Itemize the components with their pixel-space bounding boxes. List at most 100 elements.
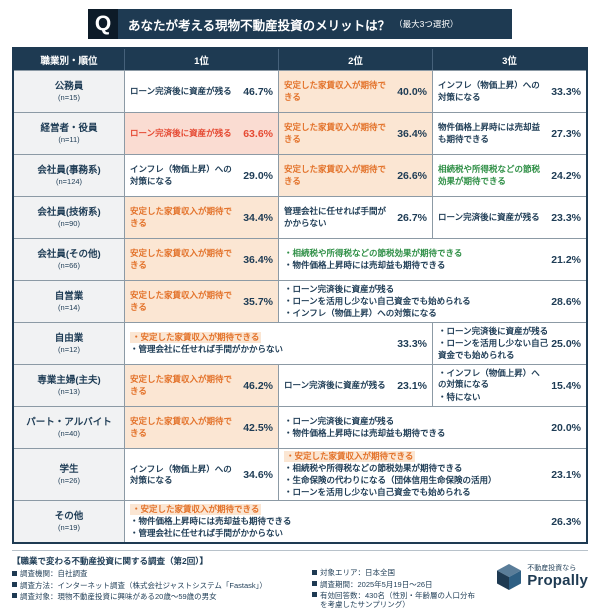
survey-meta-right-items: 対象エリア：日本全国 調査期間：2025年5月19日～26日 有効回答数：430名（…	[312, 555, 480, 610]
merit-item: ・物件価格上昇時には売却益も期待できる	[130, 516, 292, 527]
occupation-label: 自由業 (n=12)	[14, 323, 124, 364]
merit-items: 安定した家賃収入が期待できる	[130, 248, 240, 270]
merit-items: 安定した家賃収入が期待できる	[130, 206, 240, 228]
merit-item: ・特にない	[438, 391, 481, 402]
merit-items: ・安定した家賃収入が期待できる ・管理会社に任せれば手間がかからない	[130, 331, 394, 355]
results-table: 職業別・順位 1位 2位 3位 公務員 (n=15) ローン完済後に資産が残る 46.7% 安定…	[12, 47, 588, 545]
table-row: 専業主婦(主夫) (n=13) 安定した家賃収入が期待できる 46.2% ローン完済後に…	[14, 364, 586, 406]
square-bullet-icon	[12, 582, 17, 588]
rank-cell: ・安定した家賃収入が期待できる ・相続税や所得税などの節税効果が期待できる ・生命保…	[278, 449, 586, 501]
occupation-name: 経営者・役員	[40, 123, 98, 135]
rank-cell: 物件価格上昇時には売却益も期待できる 27.3%	[432, 113, 586, 154]
table-row: 学生 (n=26) インフレ（物価上昇）への対策になる 34.6% ・安定した家賃収入が…	[14, 448, 586, 501]
rank-cell: インフレ（物価上昇）への対策になる 34.6%	[124, 449, 278, 501]
merit-items: ローン完済後に資産が残る	[130, 86, 240, 97]
occupation-name: 会社員(その他)	[37, 249, 101, 261]
square-bullet-icon	[12, 570, 17, 576]
merit-item: ・ローン完済後に資産が残る	[438, 326, 549, 337]
propally-logo: 不動産投資なら Propally	[496, 555, 588, 591]
percentage: 26.6%	[397, 169, 427, 182]
merit-item: 管理会社に任せれば手間がかからない	[284, 206, 387, 228]
percentage: 28.6%	[551, 295, 581, 308]
square-bullet-icon	[312, 569, 317, 575]
percentage: 23.3%	[551, 211, 581, 224]
survey-meta-text: 調査対象：現物不動産投資に興味がある20歳～59歳の男女	[20, 591, 217, 601]
merit-item: ・相続税や所得税などの節税効果が期待できる	[284, 463, 463, 474]
merit-item: ローン完済後に資産が残る	[438, 211, 540, 222]
occupation-name: 会社員(事務系)	[37, 165, 101, 177]
percentage: 63.6%	[243, 127, 273, 140]
percentage: 23.1%	[551, 468, 581, 481]
table-row: その他 (n=19) ・安定した家賃収入が期待できる ・物件価格上昇時には売却益も期待…	[14, 500, 586, 543]
occupation-label: 公務員 (n=15)	[14, 71, 124, 112]
merit-items: ・ローン完済後に資産が残る ・ローンを活用し少ない自己資金でも始められる	[438, 326, 548, 360]
rank-cell: ローン完済後に資産が残る 46.7%	[124, 71, 278, 112]
percentage: 21.2%	[551, 253, 581, 266]
rank-cell: 安定した家賃収入が期待できる 35.7%	[124, 281, 278, 322]
occupation-name: 専業主婦(主夫)	[37, 375, 101, 387]
table-row: 会社員(その他) (n=66) 安定した家賃収入が期待できる 36.4% ・相続税や所得…	[14, 238, 586, 280]
merit-items: インフレ（物価上昇）への対策になる	[438, 80, 548, 102]
occupation-label: 会社員(その他) (n=66)	[14, 239, 124, 280]
merit-item: ローン完済後に資産が残る	[130, 85, 232, 96]
merit-item: ・ローンを活用し少ない自己資金でも始められる	[438, 338, 549, 360]
title-bar: あなたが考える現物不動産投資のメリットは？ （最大3つ選択）	[118, 9, 512, 39]
occupation-label: 会社員(事務系) (n=124)	[14, 155, 124, 196]
rank-cell: ・ローン完済後に資産が残る ・ローンを活用し少ない自己資金でも始められる 25.0%	[432, 323, 586, 364]
occupation-label: 経営者・役員 (n=11)	[14, 113, 124, 154]
sample-size: (n=13)	[58, 386, 80, 396]
rank-cell: 安定した家賃収入が期待できる 36.4%	[278, 113, 432, 154]
merit-item: ・ローン完済後に資産が残る	[284, 415, 395, 426]
occupation-name: 学生	[59, 464, 79, 476]
merit-item: 物件価格上昇時には売却益も期待できる	[438, 122, 541, 144]
page-title: あなたが考える現物不動産投資のメリットは？	[128, 18, 391, 33]
table-header-row: 職業別・順位 1位 2位 3位	[14, 49, 586, 70]
occupation-label: パート・アルバイト (n=40)	[14, 407, 124, 448]
rank-cell: 相続税や所得税などの節税効果が期待できる 24.2%	[432, 155, 586, 196]
occupation-name: 公務員	[54, 81, 84, 93]
table-row: 自由業 (n=12) ・安定した家賃収入が期待できる ・管理会社に任せれば手間がかから…	[14, 322, 586, 364]
percentage: 26.7%	[397, 211, 427, 224]
rank-cell: ・安定した家賃収入が期待できる ・管理会社に任せれば手間がかからない 33.3%	[124, 323, 432, 364]
percentage: 24.2%	[551, 169, 581, 182]
table-row: 経営者・役員 (n=11) ローン完済後に資産が残る 63.6% 安定した家賃収入が期待…	[14, 112, 586, 154]
percentage: 29.0%	[243, 169, 273, 182]
table-row: 自営業 (n=14) 安定した家賃収入が期待できる 35.7% ・ローン完済後に資産が残…	[14, 280, 586, 322]
merit-items: 安定した家賃収入が期待できる	[284, 164, 394, 186]
merit-item: インフレ（物価上昇）への対策になる	[130, 164, 232, 186]
percentage: 33.3%	[551, 85, 581, 98]
merit-items: 管理会社に任せれば手間がかからない	[284, 206, 394, 228]
q-mark: Q	[88, 9, 118, 39]
table-row: パート・アルバイト (n=40) 安定した家賃収入が期待できる 42.5% ・ローン完済…	[14, 406, 586, 448]
survey-meta-item: 調査対象：現物不動産投資に興味がある20歳～59歳の男女	[12, 592, 302, 601]
merit-item: 安定した家賃収入が期待できる	[130, 290, 233, 312]
rank-cell: ・相続税や所得税などの節税効果が期待できる ・物件価格上昇時には売却益も期待できる…	[278, 239, 586, 280]
merit-items: 相続税や所得税などの節税効果が期待できる	[438, 164, 548, 186]
occupation-label: 自営業 (n=14)	[14, 281, 124, 322]
sample-size: (n=124)	[55, 176, 83, 186]
rank-cell: ・インフレ（物価上昇）への対策になる ・特にない 15.4%	[432, 365, 586, 406]
column-header: 職業別・順位	[40, 55, 98, 67]
merit-item: 安定した家賃収入が期待できる	[284, 80, 387, 102]
survey-meta-item: 調査機関：自社調査	[12, 569, 302, 578]
occupation-name: 自由業	[54, 333, 84, 345]
merit-items: ・相続税や所得税などの節税効果が期待できる ・物件価格上昇時には売却益も期待できる	[284, 248, 548, 271]
merit-items: ・インフレ（物価上昇）への対策になる ・特にない	[438, 368, 548, 402]
percentage: 40.0%	[397, 85, 427, 98]
merit-items: ・ローン完済後に資産が残る・物件価格上昇時には売却益も期待できる	[284, 416, 548, 439]
logo-brand: Propally	[527, 571, 588, 589]
percentage: 36.4%	[397, 127, 427, 140]
percentage: 46.2%	[243, 379, 273, 392]
sample-size: (n=90)	[58, 218, 80, 228]
merit-items: ローン完済後に資産が残る	[438, 212, 548, 223]
survey-title: 【職業で変わる不動産投資に関する調査（第2回）】	[12, 556, 208, 567]
merit-item: 安定した家賃収入が期待できる	[130, 248, 233, 270]
merit-items: ローン完済後に資産が残る	[130, 128, 240, 139]
rank-cell: インフレ（物価上昇）への対策になる 29.0%	[124, 155, 278, 196]
rank-cell: インフレ（物価上昇）への対策になる 33.3%	[432, 71, 586, 112]
survey-meta-text: 有効回答数：430名（性別・年齢層の人口分布を考慮したサンプリング）	[320, 590, 476, 610]
rank-cell: 安定した家賃収入が期待できる 26.6%	[278, 155, 432, 196]
merit-item: ・物件価格上昇時には売却益も期待できる	[284, 428, 446, 438]
rank-cell: ・ローン完済後に資産が残る ・物件価格上昇時には売却益も期待できる 20.0%	[278, 407, 586, 448]
survey-meta-item: 対象エリア：日本全国	[312, 568, 480, 577]
